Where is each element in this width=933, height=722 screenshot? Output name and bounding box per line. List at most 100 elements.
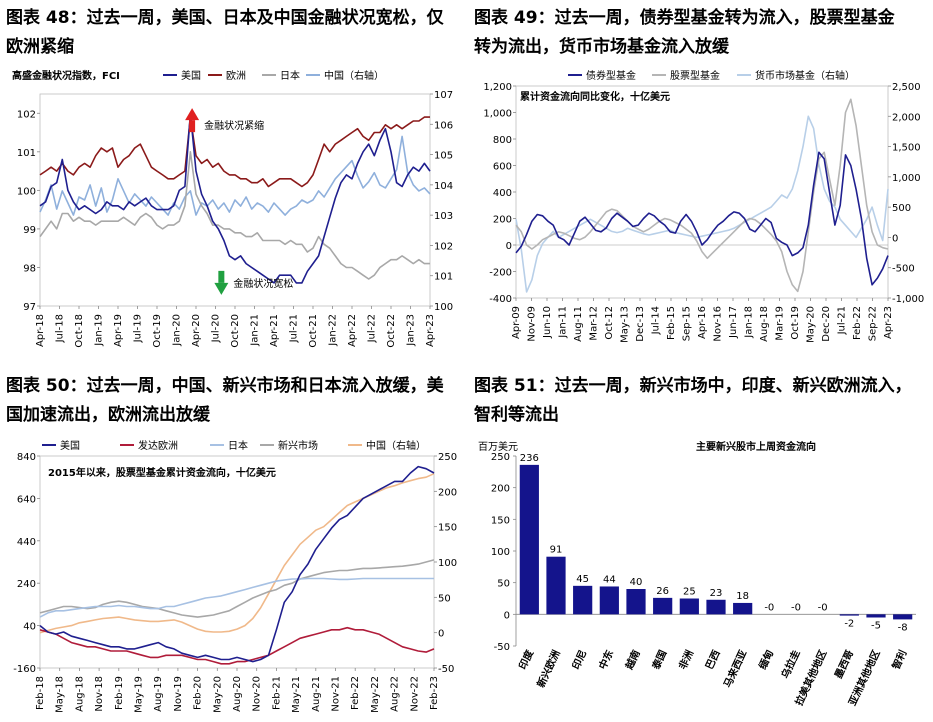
- x-tick-label: May-22: [370, 676, 381, 713]
- y2-tick-label: 0: [892, 233, 898, 244]
- y2-tick-label: 1,000: [892, 173, 921, 184]
- legend-label: 中国（右轴）: [324, 69, 384, 82]
- legend-label: 债券型基金: [586, 69, 636, 82]
- x-tick-label: Feb-22: [350, 676, 361, 710]
- x-tick-label: Apr-23: [425, 314, 436, 347]
- x-tick-label: May-13: [620, 306, 631, 343]
- x-tick-label: Feb-20: [193, 676, 204, 710]
- bar: [599, 586, 619, 615]
- series-line-3: [39, 559, 435, 618]
- x-tick-label: Aug-21: [311, 676, 322, 712]
- title-line-1: 图表 49：过去一周，债券型基金转为流入，股票型基金: [474, 8, 895, 28]
- figure-title: 图表 48：过去一周，美国、日本及中国金融状况宽松，仅 欧洲紧缩: [6, 4, 464, 62]
- x-tick-label: Jul-21: [289, 314, 300, 343]
- x-tick-label: Dec-13: [635, 306, 646, 342]
- x-tick-label: Jan-21: [250, 314, 261, 347]
- x-category-label: 墨西哥: [832, 648, 856, 680]
- title-line-2: 欧洲紧缩: [6, 37, 74, 57]
- y-tick-label: -160: [13, 664, 36, 675]
- title-line-2: 智利等流出: [474, 405, 559, 425]
- x-tick-label: Feb-18: [35, 676, 46, 710]
- x-tick-label: Jul-20: [211, 314, 222, 343]
- chart-title: 主要新兴股市上周资金流向: [696, 440, 816, 453]
- x-tick-label: May-20: [806, 306, 817, 343]
- figure-title: 图表 50：过去一周，中国、新兴市场和日本流入放缓，美 国加速流出，欧洲流出放缓: [6, 372, 464, 430]
- chart-note: 累计资金流向同比变化，十亿美元: [520, 90, 670, 103]
- bar: [573, 585, 593, 615]
- y2-tick-label: 103: [434, 211, 453, 222]
- y2-tick-label: 2,000: [892, 112, 921, 123]
- x-category-label: 巴西: [703, 648, 722, 671]
- x-tick-label: Aug-20: [232, 676, 243, 712]
- bar-value-label: -0: [818, 602, 828, 613]
- arrow-down-icon: [218, 270, 225, 283]
- x-tick-label: Apr-18: [35, 314, 46, 347]
- bar-value-label: -0: [791, 602, 801, 613]
- y-tick-label: -200: [489, 268, 512, 279]
- series-line-0: [39, 112, 431, 284]
- bar: [626, 589, 646, 615]
- x-tick-label: Nov-22: [409, 676, 420, 712]
- x-tick-label: Feb-21: [271, 676, 282, 710]
- y-tick-label: 50: [497, 579, 510, 590]
- x-tick-label: Jul-21: [837, 306, 848, 335]
- y2-tick-label: 1,500: [892, 143, 921, 154]
- x-tick-label: Apr-16: [697, 306, 708, 339]
- legend-label: 日本: [280, 69, 300, 82]
- arrow-up-icon: [189, 120, 196, 133]
- x-category-label: 泰国: [649, 648, 670, 673]
- x-tick-label: Sep-15: [682, 306, 693, 341]
- x-category-label: 印尼: [570, 648, 589, 671]
- y-tick-label: 200: [493, 215, 512, 226]
- x-tick-label: Aug-22: [390, 676, 401, 712]
- x-tick-label: Aug-18: [74, 676, 85, 712]
- bar: [839, 614, 859, 616]
- y2-tick-label: -500: [892, 264, 915, 275]
- y-tick-label: 840: [17, 452, 36, 463]
- y2-tick-label: 107: [434, 90, 453, 101]
- y2-tick-label: -1,000: [892, 294, 924, 305]
- y-tick-label: 400: [493, 188, 512, 199]
- y-tick-label: 640: [17, 494, 36, 505]
- bar-value-label: -8: [898, 622, 908, 633]
- panel-51: 图表 51：过去一周，新兴市场中，印度、新兴欧洲流入， 智利等流出 主要新兴股市…: [466, 368, 933, 722]
- x-tick-label: Jan-19: [94, 314, 105, 347]
- y2-tick-label: 200: [438, 487, 457, 498]
- bar: [866, 614, 886, 618]
- x-tick-label: Jul-22: [367, 314, 378, 343]
- x-tick-label: Oct-18: [74, 314, 85, 348]
- annotation-label: 金融状况紧缩: [204, 119, 264, 132]
- y2-tick-label: 500: [892, 203, 911, 214]
- y-axis-label: 百万美元: [478, 440, 518, 453]
- x-tick-label: Aug-11: [573, 306, 584, 342]
- y2-tick-label: 104: [434, 181, 453, 192]
- x-tick-label: Apr-21: [269, 314, 280, 347]
- y2-tick-label: 106: [434, 120, 453, 131]
- x-tick-label: Jul-14: [651, 306, 662, 335]
- chart-note: 2015年以来，股票型基金累计资金流向，十亿美元: [48, 466, 276, 479]
- x-category-label: 智利: [889, 648, 909, 672]
- panel-48: 图表 48：过去一周，美国、日本及中国金融状况宽松，仅 欧洲紧缩 美国 欧洲 日本 中…: [0, 0, 466, 360]
- bar-value-label: 26: [656, 586, 669, 597]
- x-tick-label: Oct-19: [790, 306, 801, 340]
- x-tick-label: Dec-20: [821, 306, 832, 342]
- arrow-up-icon: [185, 108, 200, 121]
- annotation-label: 金融状况宽松: [233, 277, 293, 290]
- legend-label: 美国: [60, 439, 80, 452]
- x-tick-label: Oct-21: [308, 314, 319, 348]
- y-tick-label: 101: [17, 148, 36, 159]
- y-tick-label: 250: [491, 452, 510, 463]
- y-tick-label: 0: [504, 610, 510, 621]
- title-line-1: 图表 51：过去一周，新兴市场中，印度、新兴欧洲流入，: [474, 376, 912, 396]
- equity-flow-line-chart: 美国 发达欧洲 日本 新兴市场 中国（右轴） 2015年以来，股票型基金累计资金流向，十亿…: [13, 439, 457, 713]
- y-tick-label: -50: [494, 642, 510, 653]
- x-tick-label: Feb-19: [114, 676, 125, 710]
- x-tick-label: Apr-22: [347, 314, 358, 347]
- bar-value-label: -0: [764, 602, 774, 613]
- y-tick-label: 150: [491, 515, 510, 526]
- x-tick-label: May-21: [291, 676, 302, 713]
- bar-value-label: 45: [576, 574, 589, 585]
- series-line-4: [39, 472, 435, 634]
- y-tick-label: 600: [493, 162, 512, 173]
- x-category-label: 马来西亚: [721, 648, 750, 690]
